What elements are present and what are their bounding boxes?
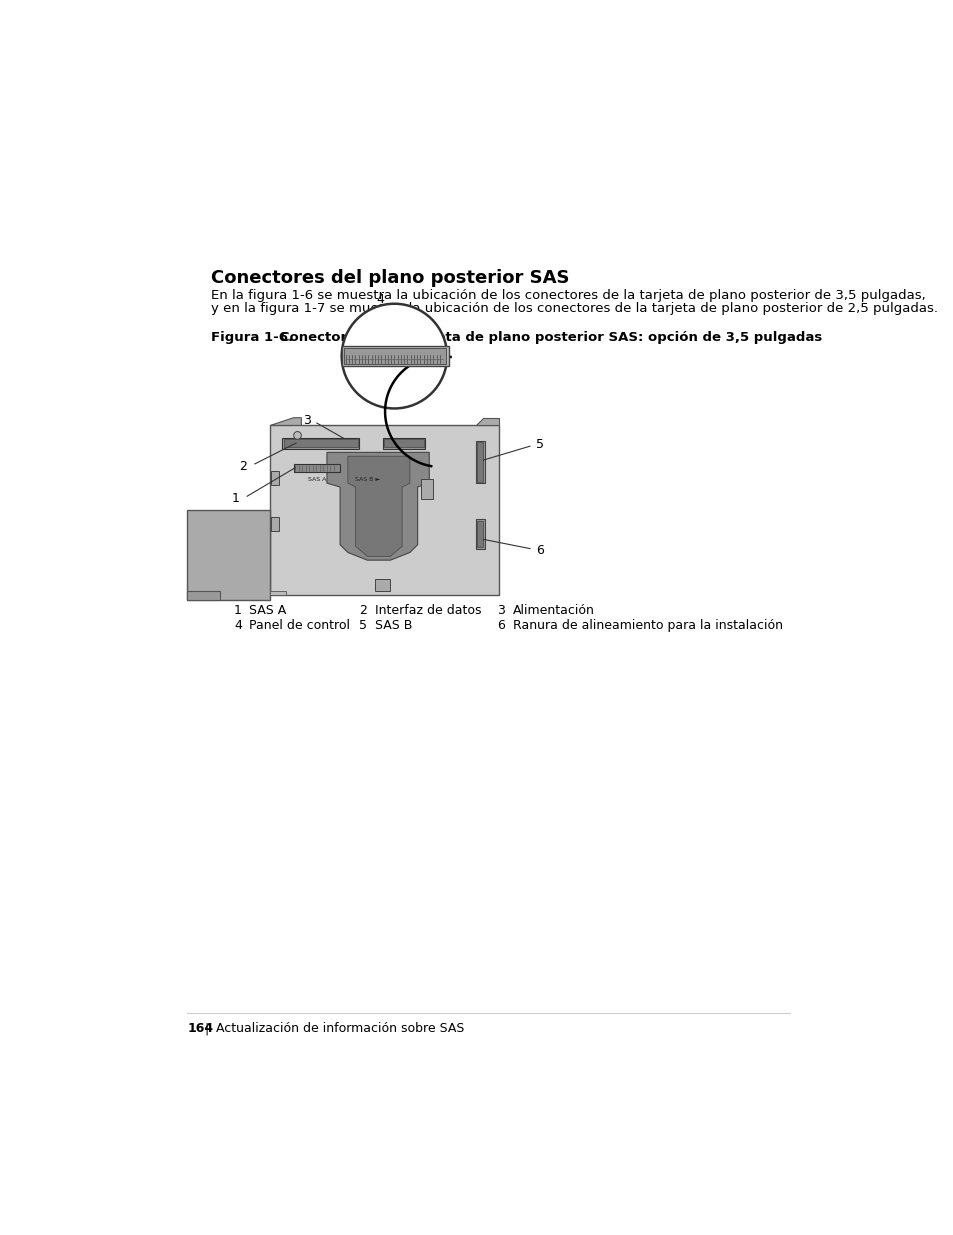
Polygon shape xyxy=(270,417,301,425)
Bar xyxy=(476,442,483,482)
Text: 3: 3 xyxy=(497,604,505,618)
Text: y en la figura 1-7 se muestra la ubicación de los conectores de la tarjeta de pl: y en la figura 1-7 se muestra la ubicaci… xyxy=(211,303,937,315)
Text: 1: 1 xyxy=(233,604,241,618)
Polygon shape xyxy=(270,592,286,595)
Text: En la figura 1-6 se muestra la ubicación de los conectores de la tarjeta de plan: En la figura 1-6 se muestra la ubicación… xyxy=(211,289,924,303)
Text: SAS B ►: SAS B ► xyxy=(355,477,379,482)
Bar xyxy=(271,471,278,484)
Bar xyxy=(476,521,483,547)
Text: 4: 4 xyxy=(233,619,241,631)
Text: Figura 1-6.: Figura 1-6. xyxy=(211,331,293,343)
Text: Actualización de información sobre SAS: Actualización de información sobre SAS xyxy=(216,1023,464,1035)
Bar xyxy=(382,437,425,448)
Text: Ranura de alineamiento para la instalación: Ranura de alineamiento para la instalaci… xyxy=(513,619,782,631)
Text: 3: 3 xyxy=(302,414,311,426)
Text: 1: 1 xyxy=(232,492,239,505)
Bar xyxy=(271,517,278,531)
Text: Panel de control: Panel de control xyxy=(249,619,350,631)
Text: 6: 6 xyxy=(497,619,505,631)
Polygon shape xyxy=(270,425,498,595)
Text: Interfaz de datos: Interfaz de datos xyxy=(375,604,481,618)
Polygon shape xyxy=(187,592,220,600)
Text: 2: 2 xyxy=(359,604,367,618)
Text: 5: 5 xyxy=(359,619,367,631)
Bar xyxy=(341,346,448,366)
Bar xyxy=(282,437,359,448)
Polygon shape xyxy=(476,417,498,425)
Text: SAS B: SAS B xyxy=(375,619,412,631)
Text: 2: 2 xyxy=(239,459,247,473)
Text: Conectores de la tarjeta de plano posterior SAS: opción de 3,5 pulgadas: Conectores de la tarjeta de plano poster… xyxy=(266,331,821,343)
Text: SAS A: SAS A xyxy=(308,477,327,482)
Text: SAS A: SAS A xyxy=(249,604,287,618)
Polygon shape xyxy=(187,510,270,600)
Text: 5: 5 xyxy=(536,438,543,451)
Polygon shape xyxy=(348,456,410,556)
Bar xyxy=(344,348,446,364)
Bar xyxy=(384,440,423,447)
Polygon shape xyxy=(327,452,429,561)
Text: Conectores del plano posterior SAS: Conectores del plano posterior SAS xyxy=(211,269,569,287)
Bar xyxy=(375,579,390,592)
Text: 4: 4 xyxy=(376,294,384,306)
Circle shape xyxy=(294,431,301,440)
Bar xyxy=(283,440,357,447)
Text: |: | xyxy=(204,1023,209,1035)
Bar xyxy=(476,520,484,548)
Bar xyxy=(421,479,433,499)
Bar xyxy=(294,464,340,472)
Circle shape xyxy=(341,304,447,409)
Text: 164: 164 xyxy=(187,1023,213,1035)
Text: Alimentación: Alimentación xyxy=(513,604,595,618)
Text: 6: 6 xyxy=(536,545,543,557)
Bar xyxy=(476,441,484,483)
